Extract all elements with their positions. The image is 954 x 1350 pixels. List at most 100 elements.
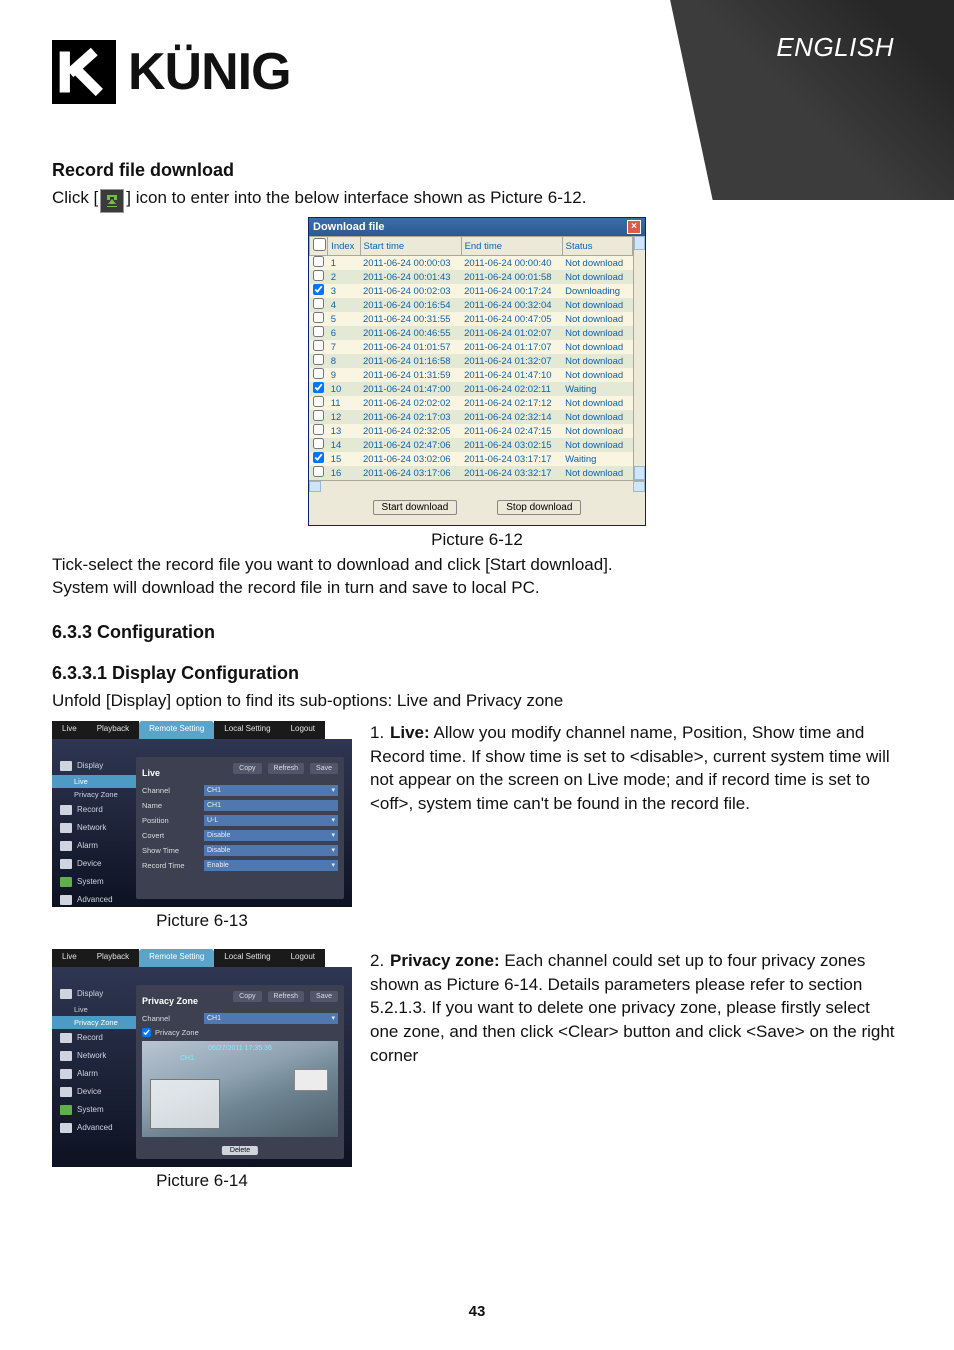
table-row: 12011-06-24 00:00:032011-06-24 00:00:40N… [310, 256, 633, 271]
field-record-time[interactable]: Enable▾ [204, 860, 338, 871]
save-button[interactable]: Save [310, 763, 338, 774]
live-explanation: 1.Live: Allow you modify channel name, P… [370, 721, 902, 931]
tab-playback[interactable]: Playback [87, 949, 139, 967]
table-row: 142011-06-24 02:47:062011-06-24 03:02:15… [310, 438, 633, 452]
row-checkbox[interactable] [313, 466, 324, 477]
sidebar-item-alarm[interactable]: Alarm [52, 1065, 136, 1083]
start-download-button[interactable]: Start download [373, 500, 458, 515]
tab-live[interactable]: Live [52, 949, 87, 967]
tab-remote-setting[interactable]: Remote Setting [139, 721, 214, 739]
sidebar-sub-live[interactable]: Live [74, 1003, 136, 1016]
row-checkbox[interactable] [313, 312, 324, 323]
sidebar-item-advanced[interactable]: Advanced [52, 891, 136, 909]
camera-preview: 06/27/2011 17:35:36 CH1 [142, 1041, 338, 1137]
delete-button[interactable]: Delete [222, 1146, 258, 1155]
setting-row-covert: CovertDisable▾ [142, 830, 338, 841]
sidebar-item-display[interactable]: Display [52, 985, 136, 1003]
display-icon [60, 761, 72, 771]
sidebar-item-network[interactable]: Network [52, 819, 136, 837]
alarm-icon [60, 1069, 72, 1079]
privacy-panel-title: Privacy Zone [142, 996, 198, 1006]
chevron-down-icon: ▾ [331, 830, 335, 841]
row-checkbox[interactable] [313, 298, 324, 309]
table-row: 32011-06-24 00:02:032011-06-24 00:17:24D… [310, 284, 633, 298]
row-checkbox[interactable] [313, 340, 324, 351]
select-all-checkbox[interactable] [313, 238, 326, 251]
row-checkbox[interactable] [313, 424, 324, 435]
sidebar-item-display[interactable]: Display [52, 757, 136, 775]
sidebar-item-device[interactable]: Device [52, 1083, 136, 1101]
table-row: 22011-06-24 00:01:432011-06-24 00:01:58N… [310, 270, 633, 284]
table-row: 112011-06-24 02:02:022011-06-24 02:17:12… [310, 396, 633, 410]
download-table: IndexStart timeEnd timeStatus 12011-06-2… [309, 236, 633, 480]
row-checkbox[interactable] [313, 410, 324, 421]
sidebar-sub-privacy-zone[interactable]: Privacy Zone [52, 1016, 136, 1029]
advanced-icon [60, 895, 72, 905]
close-icon[interactable]: × [627, 220, 641, 234]
tab-logout[interactable]: Logout [281, 949, 325, 967]
row-checkbox[interactable] [313, 452, 324, 463]
vertical-scrollbar[interactable] [633, 236, 645, 480]
privacy-zone-checkbox[interactable] [142, 1028, 151, 1037]
refresh-button[interactable]: Refresh [268, 991, 305, 1002]
picture-6-13-caption: Picture 6-13 [52, 911, 352, 931]
field-name[interactable]: CH1 [204, 800, 338, 811]
record-heading: Record file download [52, 160, 902, 181]
table-row: 42011-06-24 00:16:542011-06-24 00:32:04N… [310, 298, 633, 312]
stop-download-button[interactable]: Stop download [497, 500, 581, 515]
tab-playback[interactable]: Playback [87, 721, 139, 739]
field-covert[interactable]: Disable▾ [204, 830, 338, 841]
table-row: 82011-06-24 01:16:582011-06-24 01:32:07N… [310, 354, 633, 368]
tab-live[interactable]: Live [52, 721, 87, 739]
live-screenshot: LivePlaybackRemote SettingLocal SettingL… [52, 721, 352, 907]
row-checkbox[interactable] [313, 368, 324, 379]
network-icon [60, 823, 72, 833]
sidebar-item-advanced[interactable]: Advanced [52, 1119, 136, 1137]
setting-row-show-time: Show TimeDisable▾ [142, 845, 338, 856]
tab-local-setting[interactable]: Local Setting [214, 949, 280, 967]
download-window: Download file × IndexStart timeEnd timeS… [308, 217, 646, 526]
sidebar-item-system[interactable]: System [52, 873, 136, 891]
row-checkbox[interactable] [313, 284, 324, 295]
system-icon [60, 877, 72, 887]
sidebar-item-alarm[interactable]: Alarm [52, 837, 136, 855]
setting-row-channel: ChannelCH1▾ [142, 1013, 338, 1024]
device-icon [60, 1087, 72, 1097]
row-checkbox[interactable] [313, 326, 324, 337]
sidebar-item-record[interactable]: Record [52, 801, 136, 819]
table-row: 92011-06-24 01:31:592011-06-24 01:47:10N… [310, 368, 633, 382]
osd-channel: CH1 [180, 1055, 194, 1062]
field-position[interactable]: U-L▾ [204, 815, 338, 826]
tab-local-setting[interactable]: Local Setting [214, 721, 280, 739]
field-channel[interactable]: CH1▾ [204, 785, 338, 796]
sidebar-item-record[interactable]: Record [52, 1029, 136, 1047]
brand-logo: KÜNIG [52, 40, 291, 104]
row-checkbox[interactable] [313, 438, 324, 449]
tab-logout[interactable]: Logout [281, 721, 325, 739]
horizontal-scrollbar[interactable] [309, 480, 645, 492]
row-checkbox[interactable] [313, 270, 324, 281]
sidebar-sub-live[interactable]: Live [52, 775, 136, 788]
tab-remote-setting[interactable]: Remote Setting [139, 949, 214, 967]
setting-row-position: PositionU-L▾ [142, 815, 338, 826]
field-channel[interactable]: CH1▾ [204, 1013, 338, 1024]
field-show-time[interactable]: Disable▾ [204, 845, 338, 856]
download-col-header [310, 237, 328, 256]
sidebar-item-system[interactable]: System [52, 1101, 136, 1119]
sidebar-item-device[interactable]: Device [52, 855, 136, 873]
language-label: ENGLISH [776, 32, 894, 63]
sidebar-sub-privacy-zone[interactable]: Privacy Zone [74, 788, 136, 801]
alarm-icon [60, 841, 72, 851]
copy-button[interactable]: Copy [233, 991, 261, 1002]
row-checkbox[interactable] [313, 256, 324, 267]
row-checkbox[interactable] [313, 396, 324, 407]
osd-timestamp: 06/27/2011 17:35:36 [208, 1045, 272, 1052]
save-button[interactable]: Save [310, 991, 338, 1002]
copy-button[interactable]: Copy [233, 763, 261, 774]
refresh-button[interactable]: Refresh [268, 763, 305, 774]
download-col-header: Index [328, 237, 360, 256]
display-icon [60, 989, 72, 999]
row-checkbox[interactable] [313, 382, 324, 393]
sidebar-item-network[interactable]: Network [52, 1047, 136, 1065]
row-checkbox[interactable] [313, 354, 324, 365]
